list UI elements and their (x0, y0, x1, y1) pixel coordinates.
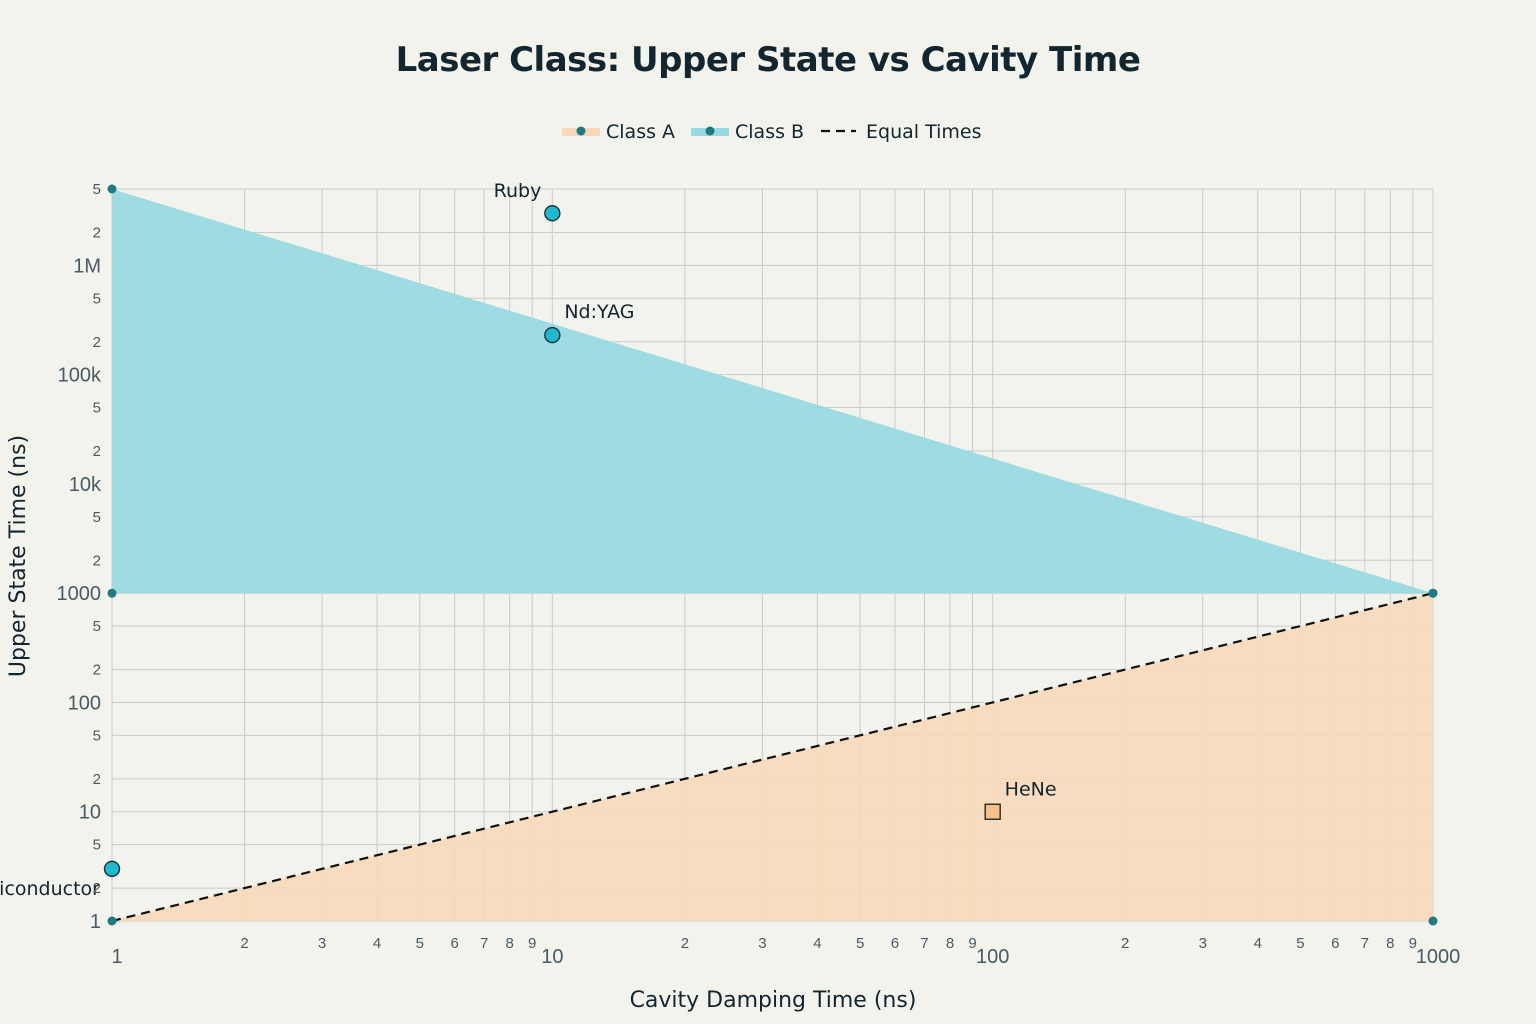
x-minor-tick-label: 8 (505, 935, 513, 952)
y-minor-tick-label: 5 (93, 837, 101, 854)
class-b-area (112, 189, 1433, 594)
y-minor-tick-label: 5 (93, 181, 101, 198)
x-minor-tick-label: 8 (946, 935, 954, 952)
x-minor-tick-label: 2 (240, 935, 248, 952)
y-minor-tick-label: 2 (93, 334, 101, 351)
x-minor-tick-label: 5 (1296, 935, 1304, 952)
y-major-tick-label: 100k (58, 365, 102, 387)
x-major-tick-label: 100 (976, 946, 1009, 968)
ruby-label: Ruby (494, 180, 542, 202)
data-markers (103, 184, 1438, 926)
y-major-tick-label: 1000 (57, 583, 102, 605)
y-minor-tick-label: 5 (93, 290, 101, 307)
x-minor-tick-label: 6 (1331, 935, 1339, 952)
legend[interactable]: Class A Class B Equal Times (562, 121, 981, 143)
area-regions (112, 189, 1433, 921)
x-minor-tick-label: 4 (1254, 935, 1262, 952)
x-minor-tick-label: 8 (1386, 935, 1394, 952)
y-minor-tick-label: 2 (93, 880, 101, 897)
x-minor-tick-label: 6 (450, 935, 458, 952)
x-minor-tick-label: 6 (891, 935, 899, 952)
y-axis-title: Upper State Time (ns) (6, 435, 31, 677)
y-major-tick-label: 100 (68, 692, 101, 714)
x-minor-tick-label: 3 (318, 935, 326, 952)
y-major-tick-label: 1 (90, 911, 101, 933)
area-vertex-marker (107, 916, 117, 926)
area-vertex-marker (1428, 588, 1438, 598)
point-annotations: Ruby Nd:YAG HeNe Semiconductor (0, 180, 1057, 900)
x-major-tick-label: 1000 (1416, 946, 1461, 968)
legend-item-class-b-label[interactable]: Class B (735, 121, 804, 143)
nd-yag-marker[interactable] (544, 326, 561, 344)
y-minor-tick-label: 5 (93, 400, 101, 417)
chart-title: Laser Class: Upper State vs Cavity Time (395, 40, 1141, 80)
y-minor-tick-label: 5 (93, 618, 101, 635)
y-minor-tick-label: 2 (93, 552, 101, 569)
y-major-tick-label: 10k (69, 474, 102, 496)
area-vertex-marker (107, 184, 117, 194)
x-minor-tick-label: 4 (373, 935, 381, 952)
y-minor-tick-label: 5 (93, 509, 101, 526)
axis-tick-labels: 2 3 4 5 6 7 8 9 2 3 4 5 6 7 8 9 2 3 4 5 6 7 8 91 10 100 1000110100… (57, 181, 1461, 968)
x-axis-title: Cavity Damping Time (ns) (630, 988, 917, 1013)
x-minor-tick-label: 4 (813, 935, 821, 952)
x-minor-tick-label: 7 (920, 935, 928, 952)
y-major-tick-label: 10 (79, 802, 101, 824)
x-minor-tick-label: 9 (528, 935, 536, 952)
area-vertex-marker (107, 588, 117, 598)
semiconductor-marker[interactable] (103, 860, 121, 878)
y-minor-tick-label: 2 (93, 224, 101, 241)
semiconductor-label: Semiconductor (0, 878, 100, 900)
x-minor-tick-label: 2 (1121, 935, 1129, 952)
x-minor-tick-label: 3 (1199, 935, 1207, 952)
legend-item-class-a-marker[interactable] (576, 126, 586, 136)
y-minor-tick-label: 5 (93, 727, 101, 744)
x-minor-tick-label: 3 (758, 935, 766, 952)
legend-item-equal-times-label[interactable]: Equal Times (866, 121, 981, 143)
x-minor-tick-label: 5 (856, 935, 864, 952)
legend-item-class-a-label[interactable]: Class A (606, 121, 675, 143)
x-minor-tick-label: 7 (1361, 935, 1369, 952)
x-minor-tick-label: 2 (681, 935, 689, 952)
y-minor-tick-label: 2 (93, 662, 101, 679)
x-major-tick-label: 1 (111, 946, 122, 968)
hene-label: HeNe (1005, 779, 1057, 801)
equal-times-line-group (111, 592, 1434, 923)
y-major-tick-label: 1M (73, 255, 101, 277)
x-minor-tick-label: 9 (1409, 935, 1417, 952)
area-vertex-marker (1428, 916, 1438, 926)
nd-yag-label: Nd:YAG (564, 301, 634, 323)
x-minor-tick-label: 5 (416, 935, 424, 952)
equal-times-line (111, 592, 1434, 923)
legend-item-class-b-marker[interactable] (705, 126, 715, 136)
hene-marker[interactable] (984, 803, 1001, 820)
x-minor-tick-label: 7 (480, 935, 488, 952)
ruby-marker[interactable] (544, 205, 561, 222)
y-minor-tick-label: 2 (93, 443, 101, 460)
x-major-tick-label: 10 (541, 946, 563, 968)
y-minor-tick-label: 2 (93, 771, 101, 788)
x-minor-tick-label: 9 (968, 935, 976, 952)
